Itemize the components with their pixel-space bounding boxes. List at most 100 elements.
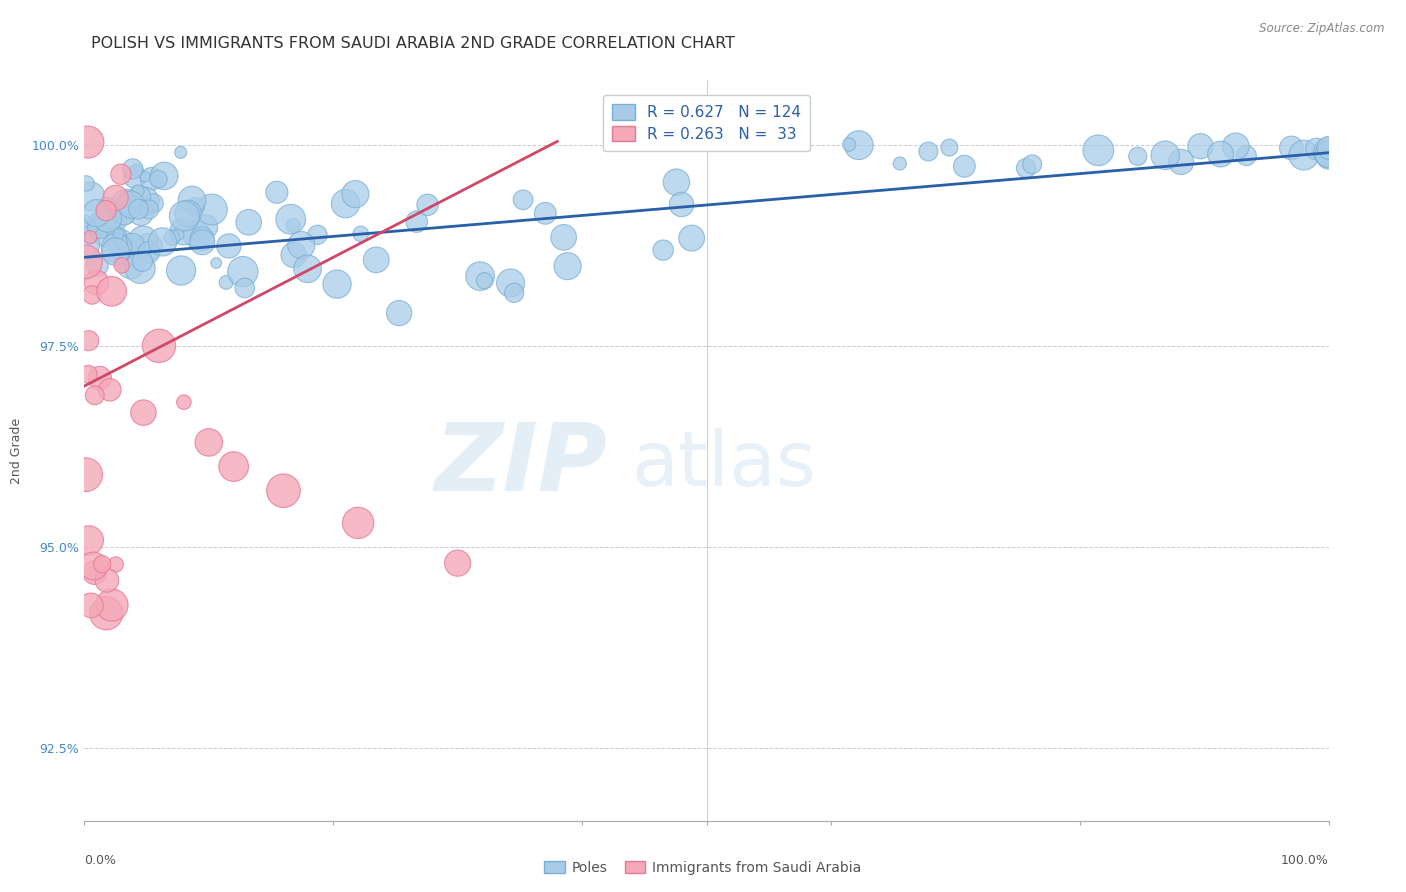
Point <box>153 169 176 183</box>
Point <box>1087 143 1109 157</box>
Point <box>112 205 135 219</box>
Point <box>1021 157 1043 171</box>
Point <box>280 212 302 227</box>
Text: atlas: atlas <box>631 428 817 502</box>
Point <box>1189 139 1212 153</box>
Point <box>96 574 118 588</box>
Point <box>366 252 388 267</box>
Point <box>125 237 148 252</box>
Point <box>127 184 149 198</box>
Point <box>938 140 960 154</box>
Point <box>222 459 245 474</box>
Point <box>129 206 152 220</box>
Point <box>79 189 101 203</box>
Point <box>105 229 128 244</box>
Point <box>201 202 224 217</box>
Point <box>104 558 127 572</box>
Point <box>148 339 170 353</box>
Point <box>1317 141 1340 155</box>
Point <box>125 162 148 177</box>
Point <box>129 261 152 276</box>
Point <box>152 235 174 249</box>
Point <box>181 193 204 207</box>
Point <box>283 248 305 262</box>
Point <box>77 368 100 382</box>
Point <box>90 218 112 232</box>
Point <box>110 235 132 249</box>
Point <box>169 145 191 160</box>
Point <box>347 516 370 530</box>
Point <box>1279 141 1302 155</box>
Point <box>131 254 153 268</box>
Text: Source: ZipAtlas.com: Source: ZipAtlas.com <box>1260 22 1385 36</box>
Point <box>652 243 675 257</box>
Point <box>121 239 143 253</box>
Point <box>197 435 221 450</box>
Point <box>101 598 124 612</box>
Point <box>1154 148 1177 162</box>
Point <box>405 214 427 228</box>
Point <box>80 288 103 302</box>
Point <box>77 238 100 252</box>
Point <box>94 203 117 218</box>
Point <box>134 194 156 209</box>
Point <box>86 220 108 235</box>
Point <box>104 191 127 205</box>
Point <box>512 193 534 207</box>
Point <box>111 259 134 273</box>
Point <box>1317 147 1340 161</box>
Point <box>172 224 194 238</box>
Point <box>121 161 143 176</box>
Point <box>105 236 128 251</box>
Point <box>335 196 357 211</box>
Point <box>166 227 188 242</box>
Point <box>110 167 132 181</box>
Point <box>76 177 98 191</box>
Point <box>503 285 526 300</box>
Point <box>1317 150 1340 164</box>
Point <box>104 244 127 259</box>
Point <box>170 263 193 277</box>
Point <box>101 213 124 227</box>
Point <box>96 606 118 620</box>
Point <box>83 559 105 574</box>
Point <box>75 214 97 228</box>
Point <box>194 219 217 234</box>
Point <box>307 227 329 242</box>
Point <box>534 206 557 220</box>
Point <box>173 395 195 409</box>
Point <box>344 187 367 202</box>
Point <box>160 230 183 244</box>
Text: POLISH VS IMMIGRANTS FROM SAUDI ARABIA 2ND GRADE CORRELATION CHART: POLISH VS IMMIGRANTS FROM SAUDI ARABIA 2… <box>91 36 735 51</box>
Point <box>89 371 111 385</box>
Point <box>75 467 97 482</box>
Point <box>138 202 160 217</box>
Point <box>1234 148 1257 162</box>
Point <box>105 241 128 255</box>
Point <box>76 135 98 149</box>
Point <box>205 256 228 270</box>
Point <box>665 175 688 189</box>
Point <box>499 276 522 290</box>
Point <box>107 227 129 241</box>
Point <box>557 259 579 273</box>
Point <box>388 306 411 320</box>
Point <box>83 566 105 580</box>
Point <box>93 229 115 244</box>
Text: ZIP: ZIP <box>434 419 607 511</box>
Point <box>1015 161 1038 175</box>
Point <box>848 138 870 153</box>
Point <box>468 269 491 284</box>
Point <box>141 171 163 186</box>
Point <box>233 281 256 295</box>
Point <box>80 225 103 239</box>
Point <box>1170 154 1192 169</box>
Point <box>1317 151 1340 165</box>
Point <box>142 196 165 211</box>
Legend: R = 0.627   N = 124, R = 0.263   N =  33: R = 0.627 N = 124, R = 0.263 N = 33 <box>603 95 810 151</box>
Point <box>120 197 142 211</box>
Point <box>416 198 439 212</box>
Point <box>124 169 146 184</box>
Point <box>553 230 575 244</box>
Point <box>218 239 240 253</box>
